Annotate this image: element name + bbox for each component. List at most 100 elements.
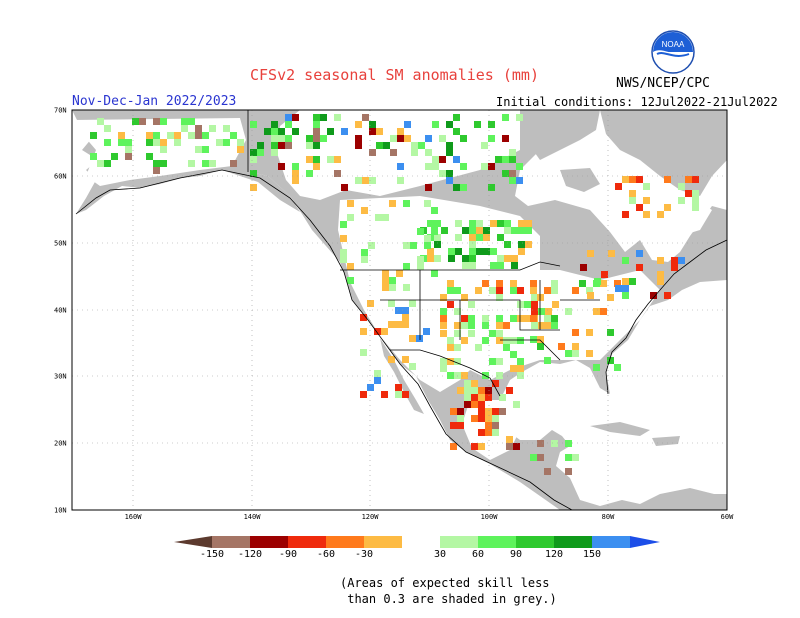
anomaly-cell — [692, 190, 699, 197]
anomaly-cell — [636, 250, 643, 257]
colorbar-segment — [288, 536, 326, 548]
anomaly-cell — [446, 121, 453, 128]
anomaly-cell — [410, 242, 417, 249]
anomaly-cell — [469, 262, 476, 269]
anomaly-cell — [447, 301, 454, 308]
anomaly-cell — [360, 314, 367, 321]
anomaly-cell — [237, 146, 244, 153]
colorbar-segment — [592, 536, 630, 548]
anomaly-cell — [125, 146, 132, 153]
anomaly-cell — [506, 436, 513, 443]
lat-labels: 70N 60N 50N 40N 30N 20N 10N — [54, 107, 67, 515]
anomaly-cell — [292, 114, 299, 121]
anomaly-cell — [250, 170, 257, 177]
anomaly-cell — [664, 292, 671, 299]
anomaly-cell — [167, 132, 174, 139]
anomaly-cell — [146, 139, 153, 146]
anomaly-cell — [586, 350, 593, 357]
anomaly-cell — [464, 380, 471, 387]
anomaly-cell — [587, 292, 594, 299]
anomaly-cell — [90, 153, 97, 160]
anomaly-cell — [250, 149, 257, 156]
anomaly-cell — [499, 394, 506, 401]
anomaly-cell — [565, 440, 572, 447]
anomaly-cell — [517, 301, 524, 308]
anomaly-cell — [160, 160, 167, 167]
anomaly-cell — [361, 256, 368, 263]
anomaly-cell — [382, 270, 389, 277]
anomaly-cell — [510, 337, 517, 344]
anomaly-cell — [278, 163, 285, 170]
anomaly-cell — [511, 227, 518, 234]
lon-label: 140W — [244, 513, 262, 521]
anomaly-cell — [313, 121, 320, 128]
anomaly-cell — [516, 177, 523, 184]
anomaly-cell — [446, 149, 453, 156]
borders-group — [75, 110, 728, 511]
anomaly-cell — [153, 167, 160, 174]
anomaly-cell — [403, 284, 410, 291]
anomaly-cell — [471, 394, 478, 401]
anomaly-cell — [97, 118, 104, 125]
anomaly-cell — [446, 170, 453, 177]
anomaly-cell — [409, 363, 416, 370]
anomaly-cell — [485, 415, 492, 422]
anomaly-cell — [453, 114, 460, 121]
anomaly-cell — [457, 408, 464, 415]
anomaly-cell — [496, 372, 503, 379]
anomaly-cell — [453, 156, 460, 163]
anomaly-cell — [615, 183, 622, 190]
anomaly-cell — [622, 211, 629, 218]
anomaly-cell — [503, 337, 510, 344]
anomaly-cell — [485, 394, 492, 401]
anomaly-cell — [492, 429, 499, 436]
anomaly-cell — [552, 301, 559, 308]
anomaly-cell — [195, 132, 202, 139]
anomaly-cell — [502, 170, 509, 177]
anomaly-cell — [271, 135, 278, 142]
anomaly-cell — [440, 322, 447, 329]
anomaly-cell — [496, 315, 503, 322]
anomaly-cell — [524, 315, 531, 322]
anomaly-cell — [427, 255, 434, 262]
anomaly-cell — [495, 156, 502, 163]
anomaly-cell — [615, 285, 622, 292]
anomaly-cell — [492, 422, 499, 429]
anomaly-cell — [572, 287, 579, 294]
anomaly-cell — [454, 372, 461, 379]
anomaly-cell — [278, 128, 285, 135]
anomaly-cell — [369, 121, 376, 128]
anomaly-cell — [485, 387, 492, 394]
anomaly-cell — [622, 285, 629, 292]
anomaly-cell — [389, 284, 396, 291]
anomaly-cell — [565, 468, 572, 475]
anomaly-cell — [327, 128, 334, 135]
anomaly-cell — [483, 248, 490, 255]
anomaly-cell — [404, 135, 411, 142]
colorbar-arrow-left — [174, 536, 212, 548]
anomaly-cell — [313, 135, 320, 142]
anomaly-cell — [622, 292, 629, 299]
anomaly-cell — [278, 135, 285, 142]
anomaly-cell — [685, 190, 692, 197]
anomaly-cell — [530, 336, 537, 343]
map-frame — [71, 109, 728, 511]
anomaly-cell — [389, 200, 396, 207]
colorbar-arrow-right — [630, 536, 660, 548]
anomaly-cell — [482, 322, 489, 329]
anomaly-cell — [347, 277, 354, 284]
anomaly-cell — [441, 227, 448, 234]
anomaly-cell — [417, 228, 424, 235]
anomaly-cell — [334, 114, 341, 121]
anomaly-cell — [531, 322, 538, 329]
anomaly-cell — [417, 263, 424, 270]
anomaly-cell — [313, 114, 320, 121]
anomaly-cell — [188, 132, 195, 139]
anomaly-cell — [457, 422, 464, 429]
lat-label: 10N — [54, 507, 67, 515]
anomaly-cell — [388, 300, 395, 307]
anomaly-cell — [657, 211, 664, 218]
anomaly-cell — [411, 142, 418, 149]
anomaly-cell — [593, 308, 600, 315]
anomaly-cell — [395, 307, 402, 314]
